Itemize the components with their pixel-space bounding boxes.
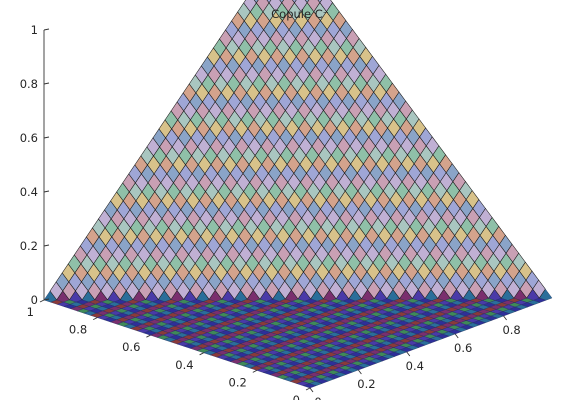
surface-cell — [176, 281, 191, 300]
x-tick-label: 0 — [314, 395, 321, 400]
surface-cell — [456, 279, 470, 299]
z-tick-label: 0.6 — [20, 131, 38, 145]
surface-cell — [329, 280, 343, 300]
x-tick — [358, 369, 362, 375]
x-tick-label: 0.4 — [406, 359, 424, 373]
z-tick-label: 0.8 — [20, 77, 38, 91]
surface-cell — [291, 280, 305, 300]
x-tick-label: 0.2 — [357, 377, 375, 391]
surface-cell — [392, 280, 406, 300]
surface-cell — [317, 0, 322, 4]
surface-cell — [506, 279, 521, 299]
surface-cell — [252, 280, 267, 300]
x-tick — [454, 333, 459, 339]
surface-cell — [316, 280, 330, 300]
surface-cell — [279, 0, 284, 4]
x-tick — [503, 315, 507, 321]
surface-cell — [266, 0, 272, 4]
surface-cell — [494, 279, 508, 299]
y-tick-label: 0.2 — [229, 375, 247, 389]
surface-cell — [125, 281, 140, 301]
axes: 00.20.40.60.8100.20.40.60.8100.20.40.60.… — [20, 23, 521, 400]
surface-cell — [49, 281, 64, 301]
z-tick — [43, 190, 50, 193]
x-tick — [309, 387, 314, 393]
y-tick-label: 0.6 — [122, 340, 140, 354]
z-tick — [43, 82, 50, 85]
surface-cell — [443, 279, 457, 299]
y-tick-label: 0.4 — [175, 358, 193, 372]
surface-cell — [341, 280, 356, 300]
y-tick-label: 1 — [27, 305, 34, 319]
y-tick — [199, 352, 204, 356]
surface-cell — [292, 0, 297, 4]
surface-cell — [227, 280, 241, 300]
surface-cell — [519, 279, 533, 299]
y-tick-label: 0 — [293, 393, 300, 400]
surface-cell — [481, 279, 495, 299]
surface-cell — [202, 280, 216, 300]
z-tick-label: 0.2 — [20, 239, 38, 253]
surface-cell — [87, 281, 102, 301]
surface-cell — [265, 280, 279, 300]
floor-cell — [302, 383, 317, 389]
surface-cell — [303, 280, 318, 300]
y-tick — [252, 369, 258, 373]
x-tick-label: 0.8 — [502, 323, 520, 337]
surface-cell — [214, 280, 229, 300]
surface-cell — [468, 279, 483, 299]
y-tick-label: 0.8 — [69, 323, 87, 337]
surface-cell — [354, 280, 368, 300]
surface-cell — [253, 0, 259, 4]
surface-cell — [430, 280, 445, 299]
surface-cell — [138, 281, 152, 301]
y-tick — [305, 387, 311, 391]
y-tick — [92, 317, 98, 321]
x-tick-label: 0.6 — [454, 341, 472, 355]
surface-cell — [278, 280, 292, 300]
z-tick-label: 0.4 — [20, 185, 38, 199]
y-tick — [39, 299, 45, 303]
z-tick — [43, 298, 50, 301]
z-tick — [43, 136, 50, 139]
surface-cell — [418, 280, 432, 299]
surface-cell — [75, 281, 89, 301]
z-tick — [43, 28, 50, 31]
surface-cell — [113, 281, 127, 301]
surface-cell — [100, 281, 114, 301]
z-tick-label: 1 — [31, 23, 38, 37]
z-tick — [43, 244, 50, 247]
surface-cell — [151, 281, 165, 301]
surface-mesh — [43, 0, 553, 389]
z-tick-label: 0 — [31, 293, 38, 307]
surface-cell — [405, 280, 419, 300]
surface-cell — [532, 279, 546, 299]
surface-cell — [240, 280, 254, 300]
surface-cell — [304, 0, 310, 4]
x-tick — [406, 351, 411, 357]
surface-cell — [379, 280, 394, 300]
surface-cell — [62, 281, 76, 301]
surface-cell — [189, 280, 203, 300]
surface-cell — [164, 281, 178, 300]
surface-cell — [367, 280, 381, 300]
y-tick — [146, 334, 151, 338]
chart-title: Copule C⁻ — [271, 7, 329, 21]
